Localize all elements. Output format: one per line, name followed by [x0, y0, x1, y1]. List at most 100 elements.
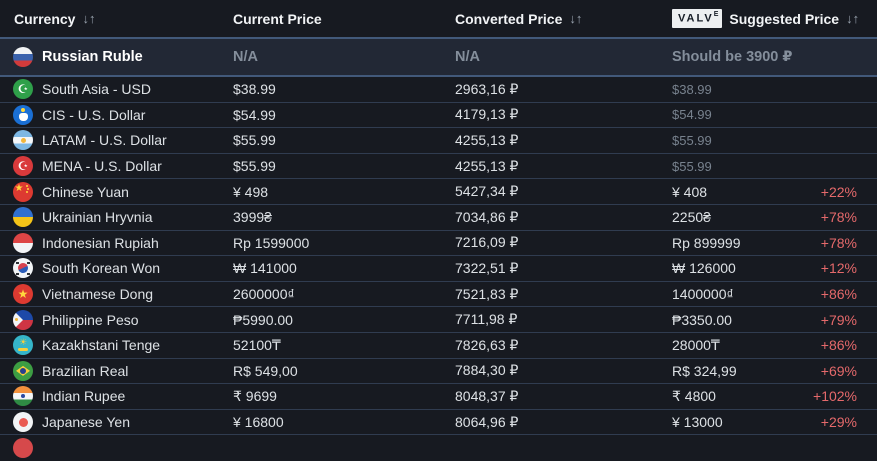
price-increase-percent: +69%: [820, 362, 857, 379]
suggested-price-cell: ₩ 126000 +12%: [672, 260, 877, 276]
converted-price-cell: N/A: [455, 49, 672, 65]
currency-label: Vietnamese Dong: [42, 286, 154, 303]
table-row: Kazakhstani Tenge 52100₸ 7826,63 ₽ 28000…: [0, 333, 877, 359]
currency-label: South Asia - USD: [42, 81, 151, 98]
suggested-price-cell: 1400000₫ +86%: [672, 286, 877, 302]
suggested-price-cell: Should be 3900 ₽: [672, 49, 877, 65]
current-price: ₹ 9699: [233, 387, 277, 404]
column-header-currency[interactable]: Currency ↓↑: [0, 11, 233, 27]
price-increase-percent: +78%: [820, 234, 857, 251]
column-header-converted-price[interactable]: Converted Price ↓↑: [455, 11, 672, 27]
current-price-cell: ¥ 16800: [233, 414, 455, 430]
current-price: $54.99: [233, 106, 276, 123]
currency-flag-icon: [13, 335, 33, 356]
currency-label: Kazakhstani Tenge: [42, 337, 161, 354]
currency-cell: Indonesian Rupiah: [0, 232, 233, 253]
table-row: Vietnamese Dong 2600000₫ 7521,83 ₽ 14000…: [0, 282, 877, 308]
current-price-cell: ¥ 498: [233, 184, 455, 200]
suggested-price-cell: ₱3350.00 +79%: [672, 312, 877, 328]
currency-label: MENA - U.S. Dollar: [42, 158, 162, 175]
converted-price-cell: 7826,63 ₽: [455, 337, 672, 354]
currency-label: Chinese Yuan: [42, 183, 129, 200]
price-increase-percent: +102%: [813, 388, 857, 405]
currency-flag-icon: [13, 130, 33, 151]
suggested-price: ₱3350.00: [672, 311, 732, 328]
currency-cell: Japanese Yen: [0, 412, 233, 433]
currency-cell: LATAM - U.S. Dollar: [0, 130, 233, 151]
current-price: ₱5990.00: [233, 311, 293, 328]
table-row: LATAM - U.S. Dollar $55.99 4255,13 ₽ $55…: [0, 128, 877, 154]
current-price: ₩ 141000: [233, 260, 297, 277]
table-row: Ukrainian Hryvnia 3999₴ 7034,86 ₽ 2250₴ …: [0, 205, 877, 231]
current-price-header-label: Current Price: [233, 10, 322, 27]
currency-flag-icon: [13, 360, 33, 381]
table-row: Brazilian Real R$ 549,00 7884,30 ₽ R$ 32…: [0, 359, 877, 385]
currency-cell: Chinese Yuan: [0, 181, 233, 202]
currency-label: Philippine Peso: [42, 311, 139, 328]
converted-price-cell: 5427,34 ₽: [455, 183, 672, 200]
table-row: South Korean Won ₩ 141000 7322,51 ₽ ₩ 12…: [0, 256, 877, 282]
converted-price: 7826,63 ₽: [455, 336, 519, 353]
converted-price: 8048,37 ₽: [455, 387, 519, 404]
table-row: MENA - U.S. Dollar $55.99 4255,13 ₽ $55.…: [0, 154, 877, 180]
table-row: [0, 435, 877, 461]
suggested-price: $55.99: [672, 132, 712, 148]
suggested-price-cell: ¥ 13000 +29%: [672, 414, 877, 430]
sort-arrows-icon[interactable]: ↓↑: [82, 11, 96, 26]
current-price-cell: ₩ 141000: [233, 260, 455, 276]
converted-price-cell: 8048,37 ₽: [455, 388, 672, 405]
suggested-price: R$ 324,99: [672, 362, 737, 379]
price-increase-percent: +86%: [820, 286, 857, 303]
currency-cell: Kazakhstani Tenge: [0, 335, 233, 356]
column-header-suggested-price[interactable]: VALVE Suggested Price ↓↑: [672, 9, 877, 28]
suggested-price: ¥ 408: [672, 183, 708, 200]
currency-cell: South Korean Won: [0, 258, 233, 279]
currency-cell: [0, 438, 233, 459]
sort-arrows-icon[interactable]: ↓↑: [846, 11, 860, 26]
suggested-price: 2250₴: [672, 209, 711, 226]
suggested-price-cell: ¥ 408 +22%: [672, 184, 877, 200]
current-price: $55.99: [233, 132, 276, 149]
converted-price-cell: 4255,13 ₽: [455, 132, 672, 149]
suggested-price: ₹ 4800: [672, 387, 716, 404]
converted-price-cell: 4255,13 ₽: [455, 158, 672, 175]
currency-label: CIS - U.S. Dollar: [42, 106, 146, 123]
currency-cell: Ukrainian Hryvnia: [0, 207, 233, 228]
suggested-price-cell: $54.99: [672, 107, 877, 122]
converted-price-cell: 7521,83 ₽: [455, 286, 672, 303]
sort-arrows-icon[interactable]: ↓↑: [569, 11, 583, 26]
current-price-cell: $38.99: [233, 81, 455, 97]
converted-price-cell: 7322,51 ₽: [455, 260, 672, 277]
converted-price: 7884,30 ₽: [455, 362, 519, 379]
currency-flag-icon: [13, 47, 33, 67]
table-row: Philippine Peso ₱5990.00 7711,98 ₽ ₱3350…: [0, 307, 877, 333]
current-price: 52100₸: [233, 336, 281, 353]
current-price-cell: $55.99: [233, 158, 455, 174]
table-header: Currency ↓↑ Current Price Converted Pric…: [0, 0, 877, 37]
currency-label: Russian Ruble: [42, 49, 143, 65]
currency-cell: Indian Rupee: [0, 386, 233, 407]
converted-price: 8064,96 ₽: [455, 413, 519, 430]
current-price: $38.99: [233, 81, 276, 98]
suggested-price: 1400000₫: [672, 286, 734, 303]
table-row: Indian Rupee ₹ 9699 8048,37 ₽ ₹ 4800 +10…: [0, 384, 877, 410]
table-row: Indonesian Rupiah Rp 1599000 7216,09 ₽ R…: [0, 231, 877, 257]
valve-logo: VALVE: [672, 9, 723, 28]
currency-flag-icon: [13, 232, 33, 253]
current-price: N/A: [233, 49, 258, 65]
suggested-price-cell: $38.99: [672, 82, 877, 97]
currency-flag-icon: [13, 79, 33, 100]
suggested-price: ¥ 13000: [672, 414, 723, 431]
currency-flag-icon: [13, 156, 33, 177]
table-row: Chinese Yuan ¥ 498 5427,34 ₽ ¥ 408 +22%: [0, 179, 877, 205]
suggested-price: Should be 3900 ₽: [672, 49, 793, 65]
current-price: ¥ 16800: [233, 414, 284, 431]
valve-logo-sup-e: E: [713, 11, 719, 19]
price-increase-percent: +22%: [820, 183, 857, 200]
suggested-price: Rp 899999: [672, 234, 741, 251]
suggested-price-header-label: Suggested Price: [729, 10, 840, 27]
suggested-price-cell: R$ 324,99 +69%: [672, 363, 877, 379]
currency-label: South Korean Won: [42, 260, 161, 277]
current-price-cell: ₹ 9699: [233, 388, 455, 405]
